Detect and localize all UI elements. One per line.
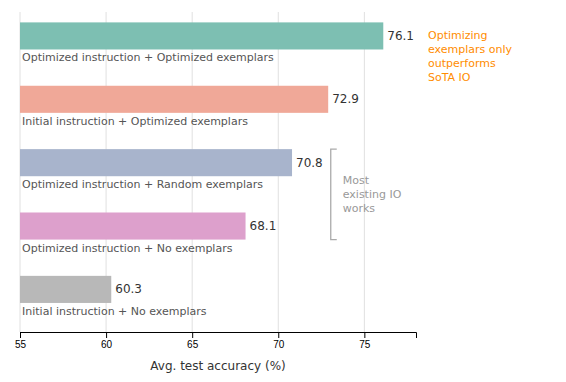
category-label: Initial instruction + Optimized exemplar…: [22, 115, 248, 128]
annotation-line: Optimizing: [428, 29, 488, 42]
bar: [20, 276, 111, 303]
chart: 55 60 65 70 75 Avg. test accuracy (%) Optimize…: [0, 0, 566, 382]
category-label: Optimized instruction + Optimized exempl…: [22, 51, 274, 64]
annotation-line: works: [343, 202, 376, 215]
tick-mark: [106, 332, 107, 338]
annotation-line: existing IO: [343, 188, 402, 201]
plot: 55 60 65 70 75 Avg. test accuracy (%) Optimize…: [15, 12, 513, 373]
tick-label: 65: [187, 339, 199, 350]
annotation-line: SoTA IO: [428, 71, 471, 84]
category-label: Initial instruction + No exemplars: [22, 305, 207, 318]
data-label: 60.3: [115, 282, 142, 296]
category-labels: Optimized instruction + Optimized exempl…: [22, 51, 274, 317]
data-labels: 76.1 72.9 70.8 68.1 60.3: [115, 29, 414, 296]
annotation-line: Most: [343, 174, 370, 187]
tick-label: 75: [359, 339, 371, 350]
bar: [20, 212, 246, 239]
bar: [20, 22, 383, 49]
tick-label: 60: [101, 339, 113, 350]
tick: 60: [101, 332, 113, 350]
annotation-line: exemplars only: [428, 43, 513, 56]
bar: [20, 149, 292, 176]
tick: 75: [359, 332, 371, 350]
x-axis-title: Avg. test accuracy (%): [150, 359, 285, 373]
data-label: 72.9: [332, 92, 359, 106]
annotations: Optimizingexemplars onlyoutperformsSoTA …: [331, 29, 513, 240]
tick: 65: [187, 332, 199, 350]
tick-label: 70: [273, 339, 285, 350]
x-axis: 55 60 65 70 75: [15, 332, 417, 350]
bar: [20, 86, 328, 113]
data-label: 76.1: [387, 29, 414, 43]
axis-line: [21, 333, 417, 339]
tick-mark: [20, 332, 21, 338]
tick: 70: [273, 332, 285, 350]
grid: [20, 12, 364, 332]
tick-mark: [364, 332, 365, 338]
tick-mark: [192, 332, 193, 338]
bracket: [331, 149, 337, 239]
annotation: Optimizingexemplars onlyoutperformsSoTA …: [428, 29, 513, 84]
tick-label: 55: [15, 339, 27, 350]
annotation: Mostexisting IOworks: [343, 174, 402, 215]
category-label: Optimized instruction + No exemplars: [22, 242, 233, 255]
grid-line: [364, 12, 365, 332]
annotation-line: outperforms: [428, 57, 496, 70]
bars: [20, 22, 383, 303]
data-label: 70.8: [296, 156, 323, 170]
tick-mark: [278, 332, 279, 338]
tick: 55: [15, 332, 27, 350]
category-label: Optimized instruction + Random exemplars: [22, 178, 263, 191]
data-label: 68.1: [250, 219, 277, 233]
